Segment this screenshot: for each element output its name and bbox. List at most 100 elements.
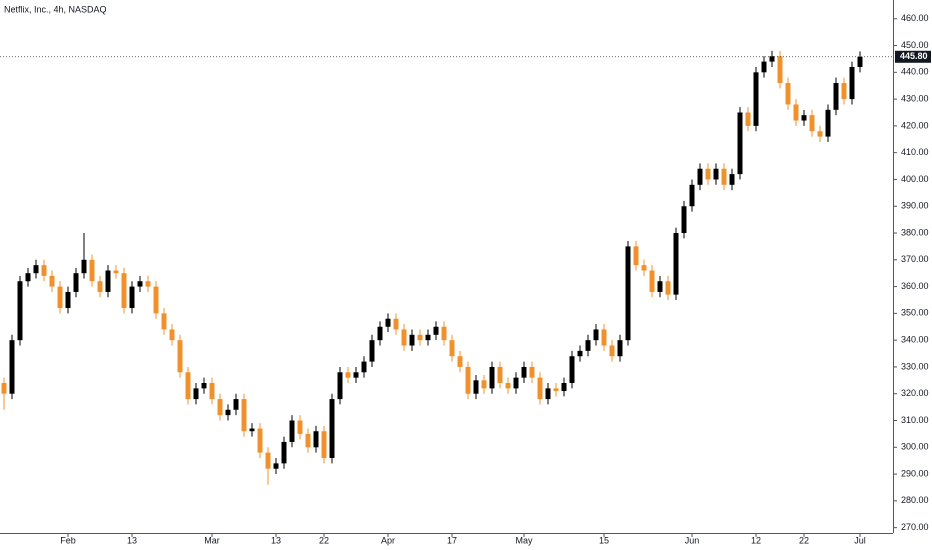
- x-tick-label: May: [515, 535, 533, 545]
- candle-body: [49, 275, 55, 287]
- candle-body: [105, 270, 111, 292]
- candle-body: [281, 441, 287, 464]
- candle-body: [73, 273, 79, 292]
- candle-body: [249, 428, 255, 432]
- candle-body: [417, 334, 423, 341]
- candle-body: [657, 281, 663, 292]
- candle-body: [393, 318, 399, 330]
- candle-body: [241, 399, 247, 432]
- candle-body: [729, 174, 735, 185]
- candle-body: [425, 334, 431, 341]
- candle-body: [305, 433, 311, 448]
- candle-body: [81, 259, 87, 274]
- candle-body: [89, 259, 95, 282]
- candle-body: [449, 340, 455, 357]
- candle-body: [497, 366, 503, 384]
- candle-body: [489, 366, 495, 389]
- candle-body: [97, 281, 103, 292]
- candle-body: [201, 383, 207, 389]
- candle-body: [225, 409, 231, 416]
- candle-body: [313, 431, 319, 448]
- candle-body: [345, 372, 351, 378]
- candle-body: [41, 265, 47, 276]
- candle-body: [521, 366, 527, 378]
- x-tick-label: 22: [319, 535, 329, 545]
- x-tick-label: Jul: [854, 535, 866, 545]
- y-tick-label: 370.00: [901, 254, 929, 264]
- candle-body: [465, 366, 471, 394]
- candle-body: [169, 329, 175, 341]
- candle-body: [697, 168, 703, 185]
- x-tick-label: 22: [799, 535, 809, 545]
- candle-body: [769, 56, 775, 62]
- candle-body: [577, 350, 583, 357]
- candle-body: [681, 206, 687, 234]
- candle-body: [665, 281, 671, 295]
- candle-body: [633, 246, 639, 266]
- candle-body: [585, 340, 591, 351]
- candle-body: [561, 383, 567, 392]
- candle-body: [57, 286, 63, 309]
- x-tick-label: Jun: [685, 535, 700, 545]
- candle-body: [1, 383, 7, 394]
- y-tick-label: 290.00: [901, 468, 929, 478]
- candle-body: [593, 329, 599, 341]
- last-price-box: [895, 50, 931, 63]
- x-tick-label: Mar: [204, 535, 220, 545]
- y-tick-label: 430.00: [901, 93, 929, 103]
- candle-body: [289, 420, 295, 442]
- candle-body: [329, 399, 335, 459]
- y-tick-label: 340.00: [901, 335, 929, 345]
- x-tick-label: Apr: [381, 535, 395, 545]
- candle-body: [849, 66, 855, 100]
- candle-body: [353, 372, 359, 378]
- candle-body: [177, 340, 183, 373]
- y-tick-label: 280.00: [901, 495, 929, 505]
- candle-body: [617, 340, 623, 357]
- x-tick-label: Feb: [60, 535, 76, 545]
- candle-body: [553, 388, 559, 392]
- candle-body: [569, 356, 575, 384]
- y-tick-label: 300.00: [901, 442, 929, 452]
- candle-body: [505, 383, 511, 389]
- candle-body: [481, 380, 487, 389]
- candle-body: [25, 273, 31, 282]
- candle-body: [753, 72, 759, 126]
- candle-body: [801, 115, 807, 121]
- x-tick-label: 15: [599, 535, 609, 545]
- candle-body: [385, 318, 391, 327]
- candle-body: [209, 383, 215, 400]
- y-tick-label: 460.00: [901, 13, 929, 23]
- candle-body: [713, 168, 719, 180]
- candle-body: [257, 428, 263, 453]
- candle-body: [457, 356, 463, 367]
- candle-body: [297, 420, 303, 434]
- candle-body: [217, 399, 223, 416]
- candle-body: [33, 265, 39, 274]
- candle-body: [625, 246, 631, 341]
- candle-body: [129, 286, 135, 309]
- candle-body: [377, 326, 383, 341]
- x-tick-label: 13: [271, 535, 281, 545]
- candle-body: [793, 104, 799, 121]
- candle-body: [817, 131, 823, 137]
- y-tick-label: 390.00: [901, 201, 929, 211]
- candle-body: [641, 265, 647, 271]
- last-price-label: 445.80: [900, 51, 928, 61]
- candle-body: [745, 112, 751, 126]
- candle-body: [785, 83, 791, 105]
- candle-body: [737, 112, 743, 175]
- candle-body: [609, 345, 615, 357]
- candle-body: [441, 326, 447, 341]
- candle-body: [233, 399, 239, 410]
- candle-body: [265, 452, 271, 469]
- candle-body: [9, 340, 15, 394]
- candle-body: [529, 366, 535, 378]
- y-tick-label: 380.00: [901, 227, 929, 237]
- y-tick-label: 310.00: [901, 415, 929, 425]
- candle-body: [113, 270, 119, 274]
- candle-body: [833, 83, 839, 110]
- candle-body: [369, 340, 375, 362]
- x-tick-label: 13: [127, 535, 137, 545]
